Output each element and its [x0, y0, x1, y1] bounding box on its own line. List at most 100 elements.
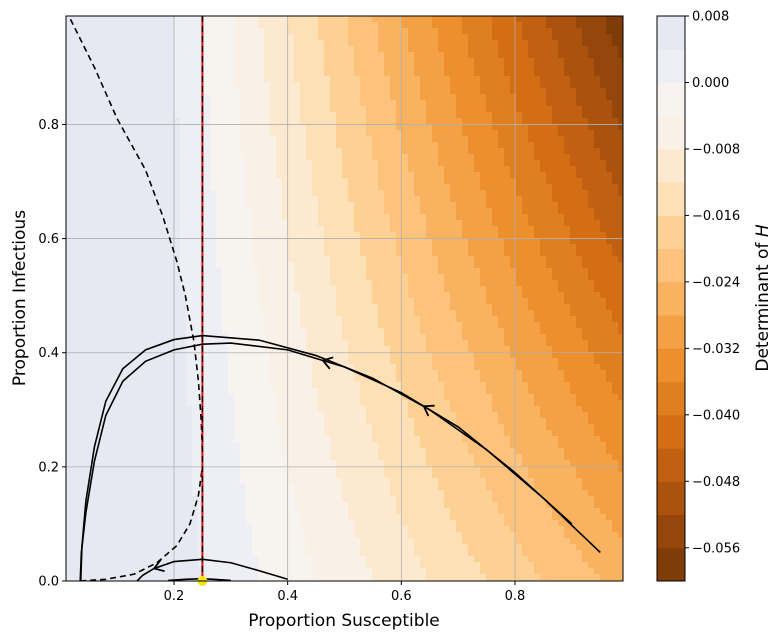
contour-cell: [534, 112, 541, 119]
contour-cell: [618, 34, 623, 41]
contour-cell: [450, 238, 457, 245]
contour-cell: [282, 220, 289, 227]
contour-cell: [210, 64, 217, 71]
contour-cell: [540, 106, 547, 113]
contour-cell: [540, 196, 547, 203]
contour-cell: [390, 292, 397, 299]
contour-cell: [438, 322, 445, 329]
contour-cell: [84, 100, 91, 107]
contour-cell: [186, 28, 193, 35]
contour-cell: [210, 136, 217, 143]
contour-cell: [576, 34, 583, 41]
contour-cell: [240, 304, 247, 311]
contour-cell: [522, 16, 529, 23]
contour-cell: [270, 112, 277, 119]
contour-cell: [336, 160, 343, 167]
contour-cell: [108, 16, 115, 23]
contour-cell: [198, 142, 205, 149]
contour-cell: [168, 250, 175, 257]
contour-cell: [222, 256, 229, 263]
contour-cell: [438, 136, 445, 143]
contour-cell: [522, 118, 529, 125]
contour-cell: [324, 52, 331, 59]
contour-cell: [198, 292, 205, 299]
contour-cell: [288, 184, 295, 191]
contour-cell: [420, 310, 427, 317]
contour-cell: [306, 136, 313, 143]
contour-cell: [96, 220, 103, 227]
contour-cell: [384, 268, 391, 275]
contour-cell: [360, 34, 367, 41]
contour-cell: [546, 286, 553, 293]
contour-cell: [498, 166, 505, 173]
contour-cell: [294, 232, 301, 239]
contour-cell: [354, 70, 361, 77]
contour-cell: [318, 178, 325, 185]
contour-cell: [486, 166, 493, 173]
contour-cell: [444, 244, 451, 251]
contour-cell: [426, 310, 433, 317]
contour-cell: [438, 196, 445, 203]
contour-cell: [222, 166, 229, 173]
contour-cell: [216, 214, 223, 221]
contour-cell: [288, 280, 295, 287]
contour-cell: [294, 46, 301, 53]
contour-cell: [330, 166, 337, 173]
contour-cell: [558, 40, 565, 47]
contour-cell: [492, 250, 499, 257]
contour-cell: [120, 106, 127, 113]
contour-cell: [378, 202, 385, 209]
contour-cell: [186, 196, 193, 203]
contour-cell: [396, 292, 403, 299]
contour-cell: [468, 178, 475, 185]
contour-cell: [300, 334, 307, 341]
contour-cell: [498, 196, 505, 203]
contour-cell: [102, 214, 109, 221]
contour-cell: [216, 136, 223, 143]
contour-cell: [420, 76, 427, 83]
contour-cell: [198, 304, 205, 311]
contour-cell: [66, 118, 73, 125]
contour-cell: [498, 316, 505, 323]
contour-cell: [402, 100, 409, 107]
contour-cell: [204, 70, 211, 77]
contour-cell: [312, 58, 319, 65]
contour-cell: [258, 322, 265, 329]
contour-cell: [582, 220, 589, 227]
contour-cell: [108, 64, 115, 71]
contour-cell: [402, 328, 409, 335]
contour-cell: [276, 16, 283, 23]
contour-cell: [366, 310, 373, 317]
contour-cell: [444, 202, 451, 209]
contour-cell: [426, 88, 433, 95]
contour-cell: [432, 136, 439, 143]
contour-cell: [606, 172, 613, 179]
contour-cell: [594, 58, 601, 65]
contour-cell: [606, 148, 613, 155]
contour-cell: [306, 238, 313, 245]
contour-cell: [474, 124, 481, 131]
contour-cell: [336, 106, 343, 113]
contour-cell: [258, 124, 265, 131]
contour-cell: [486, 298, 493, 305]
contour-cell: [540, 208, 547, 215]
contour-cell: [192, 208, 199, 215]
contour-cell: [510, 28, 517, 35]
contour-cell: [96, 46, 103, 53]
contour-cell: [114, 70, 121, 77]
contour-cell: [222, 22, 229, 29]
contour-cell: [564, 58, 571, 65]
contour-cell: [144, 274, 151, 281]
contour-cell: [360, 106, 367, 113]
contour-cell: [456, 184, 463, 191]
contour-cell: [114, 220, 121, 227]
contour-cell: [246, 196, 253, 203]
contour-cell: [66, 148, 73, 155]
contour-cell: [492, 220, 499, 227]
contour-cell: [306, 250, 313, 257]
contour-cell: [534, 316, 541, 323]
contour-cell: [228, 118, 235, 125]
contour-cell: [522, 226, 529, 233]
contour-cell: [192, 136, 199, 143]
contour-cell: [288, 310, 295, 317]
